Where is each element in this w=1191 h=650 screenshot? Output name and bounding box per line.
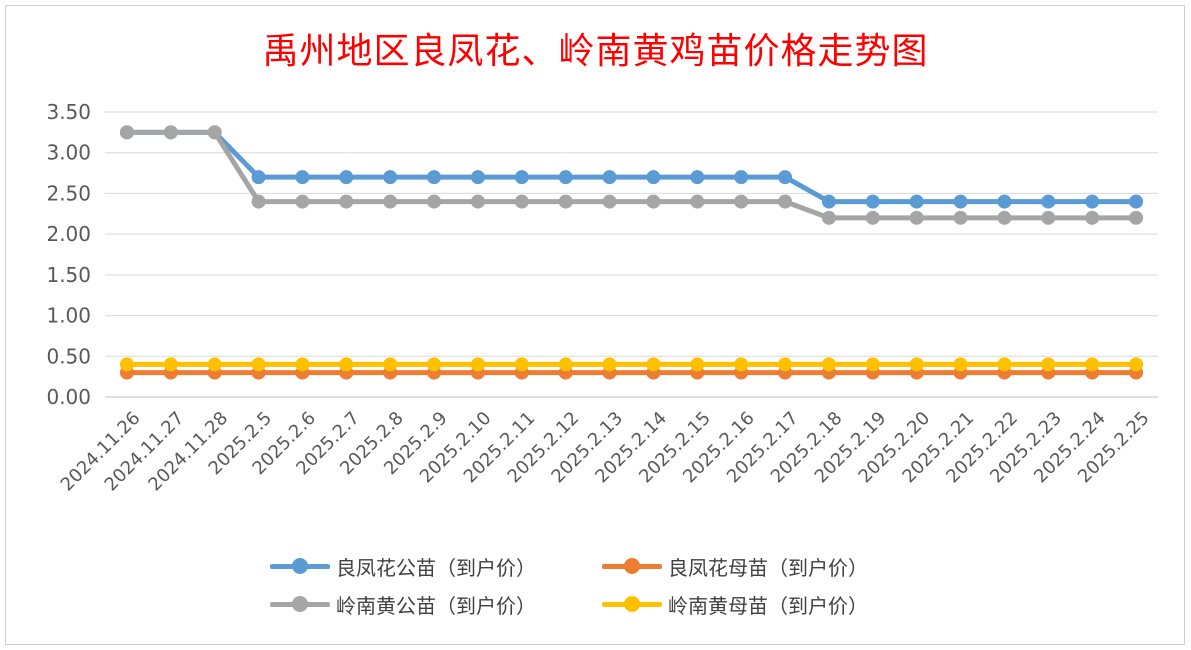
- legend-item-series-1: 良凤花母苗（到户价）: [602, 552, 868, 580]
- data-point-series-2: [558, 194, 573, 209]
- data-point-series-2: [778, 194, 793, 209]
- data-point-series-3: [909, 357, 924, 372]
- legend-marker-series-2: [292, 596, 308, 612]
- y-tick-label: 0.00: [46, 385, 91, 409]
- y-tick-label: 1.50: [46, 263, 91, 287]
- data-point-series-3: [339, 357, 354, 372]
- data-point-series-2: [251, 194, 266, 209]
- y-tick-label: 1.00: [46, 304, 91, 328]
- legend-swatch-series-1: [602, 552, 662, 580]
- data-point-series-0: [1041, 194, 1056, 209]
- data-point-series-0: [909, 194, 924, 209]
- legend-swatch-series-0: [270, 552, 330, 580]
- data-point-series-3: [119, 357, 134, 372]
- data-point-series-2: [602, 194, 617, 209]
- data-point-series-3: [207, 357, 222, 372]
- data-point-series-3: [821, 357, 836, 372]
- data-point-series-0: [383, 170, 398, 185]
- data-point-series-3: [1041, 357, 1056, 372]
- data-point-series-0: [339, 170, 354, 185]
- data-point-series-3: [383, 357, 398, 372]
- legend-marker-series-1: [624, 558, 640, 574]
- data-point-series-0: [734, 170, 749, 185]
- legend-label-series-0: 良凤花公苗（到户价）: [336, 555, 536, 580]
- data-point-series-3: [470, 357, 485, 372]
- data-point-series-0: [514, 170, 529, 185]
- legend-item-series-2: 岭南黄公苗（到户价）: [270, 590, 536, 618]
- series-line-2: [124, 129, 1139, 221]
- data-point-series-0: [470, 170, 485, 185]
- data-point-series-2: [1041, 210, 1056, 225]
- data-point-series-2: [1085, 210, 1100, 225]
- data-point-series-0: [646, 170, 661, 185]
- data-point-series-3: [690, 357, 705, 372]
- data-point-series-2: [909, 210, 924, 225]
- data-point-series-3: [558, 357, 573, 372]
- data-point-series-3: [251, 357, 266, 372]
- data-point-series-2: [514, 194, 529, 209]
- data-point-series-0: [821, 194, 836, 209]
- data-point-series-2: [997, 210, 1012, 225]
- data-point-series-2: [690, 194, 705, 209]
- y-tick-label: 3.00: [46, 141, 91, 165]
- data-point-series-3: [514, 357, 529, 372]
- data-point-series-2: [1129, 210, 1144, 225]
- data-point-series-0: [295, 170, 310, 185]
- data-point-series-2: [821, 210, 836, 225]
- data-point-series-3: [163, 357, 178, 372]
- legend-item-series-3: 岭南黄母苗（到户价）: [602, 590, 868, 618]
- data-point-series-3: [602, 357, 617, 372]
- data-point-series-3: [953, 357, 968, 372]
- data-point-series-3: [1085, 357, 1100, 372]
- data-point-series-3: [1129, 357, 1144, 372]
- data-point-series-3: [865, 357, 880, 372]
- legend-label-series-3: 岭南黄母苗（到户价）: [668, 593, 868, 618]
- data-point-series-3: [427, 357, 442, 372]
- data-point-series-0: [865, 194, 880, 209]
- data-point-series-3: [734, 357, 749, 372]
- data-point-series-2: [119, 125, 134, 140]
- data-point-series-2: [295, 194, 310, 209]
- data-point-series-2: [865, 210, 880, 225]
- data-point-series-0: [558, 170, 573, 185]
- data-point-series-2: [383, 194, 398, 209]
- data-point-series-3: [778, 357, 793, 372]
- data-point-series-2: [427, 194, 442, 209]
- data-point-series-2: [646, 194, 661, 209]
- data-point-series-0: [778, 170, 793, 185]
- legend-swatch-series-3: [602, 590, 662, 618]
- y-tick-label: 2.50: [46, 181, 91, 205]
- legend-item-series-0: 良凤花公苗（到户价）: [270, 552, 536, 580]
- data-point-series-0: [1129, 194, 1144, 209]
- data-point-series-0: [251, 170, 266, 185]
- legend-swatch-series-2: [270, 590, 330, 618]
- data-point-series-0: [427, 170, 442, 185]
- data-point-series-0: [602, 170, 617, 185]
- data-point-series-2: [339, 194, 354, 209]
- legend-label-series-2: 岭南黄公苗（到户价）: [336, 593, 536, 618]
- data-point-series-2: [163, 125, 178, 140]
- data-point-series-3: [295, 357, 310, 372]
- data-point-series-0: [690, 170, 705, 185]
- data-point-series-0: [953, 194, 968, 209]
- data-point-series-2: [470, 194, 485, 209]
- legend-marker-series-3: [624, 596, 640, 612]
- data-point-series-3: [646, 357, 661, 372]
- y-tick-label: 0.50: [46, 344, 91, 368]
- legend-label-series-1: 良凤花母苗（到户价）: [668, 555, 868, 580]
- data-point-series-3: [997, 357, 1012, 372]
- data-point-series-0: [1085, 194, 1100, 209]
- data-point-series-2: [207, 125, 222, 140]
- y-tick-label: 2.00: [46, 222, 91, 246]
- series-line-0: [124, 129, 1139, 205]
- data-point-series-0: [997, 194, 1012, 209]
- chart-title: 禹州地区良凤花、岭南黄鸡苗价格走势图: [262, 31, 929, 72]
- y-tick-label: 3.50: [46, 100, 91, 124]
- legend-marker-series-0: [292, 558, 308, 574]
- data-point-series-2: [953, 210, 968, 225]
- data-point-series-2: [734, 194, 749, 209]
